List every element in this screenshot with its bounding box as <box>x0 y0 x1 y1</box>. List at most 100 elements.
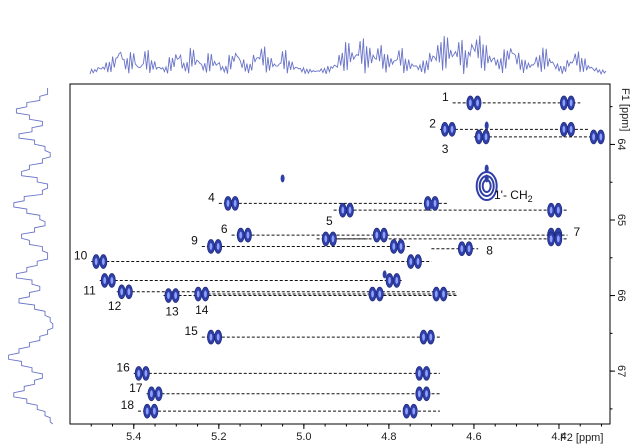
peak-label: 12 <box>108 299 122 313</box>
cross-peak <box>547 202 563 218</box>
cross-peak <box>368 286 384 302</box>
peak-contour-core <box>599 133 603 141</box>
peak-contour-core <box>477 133 481 141</box>
cross-peak <box>194 286 210 302</box>
peak-label: 2 <box>429 116 436 130</box>
peak-contour-core <box>592 133 596 141</box>
peak-label: 11 <box>83 283 96 297</box>
peak-contour-core <box>549 235 553 243</box>
x-tick-label: 4.4 <box>551 431 566 443</box>
peak-contour-core <box>417 390 421 398</box>
left-projection-trace <box>8 88 54 425</box>
x-tick-label: 5.2 <box>211 431 226 443</box>
peak-contour-core <box>378 290 382 298</box>
peak-label: 14 <box>195 303 209 317</box>
peak-contour-core <box>467 245 471 253</box>
peak-contour-core <box>216 333 220 341</box>
peak-contour-core <box>569 125 573 133</box>
correlation-lines <box>91 102 602 412</box>
peak-label: 17 <box>129 381 143 395</box>
cross-peak <box>164 288 180 303</box>
peak-contour-core <box>94 258 98 266</box>
cross-peak <box>589 129 605 145</box>
peak-contour-core <box>450 125 454 133</box>
cross-peak-small <box>484 121 489 130</box>
x-tick-label: 4.8 <box>381 431 396 443</box>
x-tick-label: 5.4 <box>126 431 141 443</box>
cross-peak <box>92 254 108 269</box>
peak-contour-core <box>144 369 148 377</box>
peak-contour-core <box>405 407 408 415</box>
cross-peak <box>117 284 133 300</box>
peak-contour-core <box>233 199 237 207</box>
peak-label: 16 <box>116 360 130 374</box>
peak-contour-core <box>556 235 560 243</box>
peak-label: 5 <box>326 214 333 228</box>
cross-peak <box>440 122 456 137</box>
peak-label: 1 <box>442 90 449 104</box>
cross-peak <box>321 231 337 247</box>
peak-contour-core <box>127 288 131 296</box>
peak-contour-core <box>434 290 438 298</box>
x-tick-label: 5.0 <box>296 431 311 443</box>
cross-peak <box>385 273 401 288</box>
cross-peak <box>559 122 575 137</box>
cross-peak <box>423 196 439 211</box>
peak-contour-core <box>417 369 421 377</box>
peak-contour-core <box>442 290 445 298</box>
peak-label: 6 <box>221 222 228 236</box>
peak-contour-core <box>382 231 386 239</box>
cross-peak <box>100 273 116 288</box>
cross-peak <box>224 196 240 211</box>
peak-contour-core <box>204 290 207 298</box>
peak-contour-core <box>422 333 425 341</box>
peak-label: 9 <box>191 233 198 247</box>
cross-peak-small <box>382 270 387 279</box>
peak-contour-core <box>152 407 156 415</box>
peak-contour-core <box>484 133 488 141</box>
cross-peak-small <box>429 200 434 209</box>
peak-contour-core <box>239 231 243 239</box>
top-projection-trace <box>89 35 607 76</box>
x-axis-title: F2 [ppm] <box>560 432 603 444</box>
cross-peak-small <box>484 164 489 173</box>
peak-contour-core <box>409 258 413 266</box>
peak-contour-core <box>412 407 416 415</box>
peak-contour-core <box>150 390 153 398</box>
peak-contour-core <box>174 292 178 300</box>
cross-peak <box>415 386 431 402</box>
peak-contour-core <box>101 258 105 266</box>
y-tick-label: 65 <box>615 214 627 226</box>
peak-contour-core <box>137 369 141 377</box>
peak-contour-core <box>341 206 345 214</box>
peak-label: 7 <box>573 225 580 239</box>
y-axis-title: F1 [ppm] <box>619 88 631 131</box>
cross-peak <box>207 239 223 254</box>
cross-peak-small <box>280 174 285 183</box>
ch2-contour <box>475 171 498 201</box>
cross-peak <box>415 366 431 381</box>
peak-contour-core <box>331 235 335 243</box>
cross-peak <box>134 366 150 381</box>
cross-peak <box>466 95 482 111</box>
peak-contour-core <box>426 199 430 207</box>
peak-contour-core <box>216 242 220 250</box>
plot-frame <box>69 83 611 425</box>
peak-label: 13 <box>165 305 179 319</box>
peak-contour-core <box>167 292 170 300</box>
x-axis: 5.4 5.2 5.0 4.8 4.6 4.4 <box>90 424 602 443</box>
peak-label: 10 <box>74 249 88 263</box>
peak-contour-core <box>399 242 403 250</box>
cross-peak <box>147 386 163 402</box>
peak-contour-core <box>429 333 433 341</box>
peak-contour-core <box>425 369 428 377</box>
peak-contour-core <box>371 290 374 298</box>
y-tick-label: 67 <box>615 365 627 377</box>
peak-label: 8 <box>486 244 493 258</box>
y-tick-label: 64 <box>615 138 627 150</box>
peak-contour-core <box>103 276 107 284</box>
ch2-annotation: 1'- CH2 <box>494 188 533 204</box>
cross-peak <box>338 202 354 218</box>
cross-peaks <box>92 95 605 419</box>
